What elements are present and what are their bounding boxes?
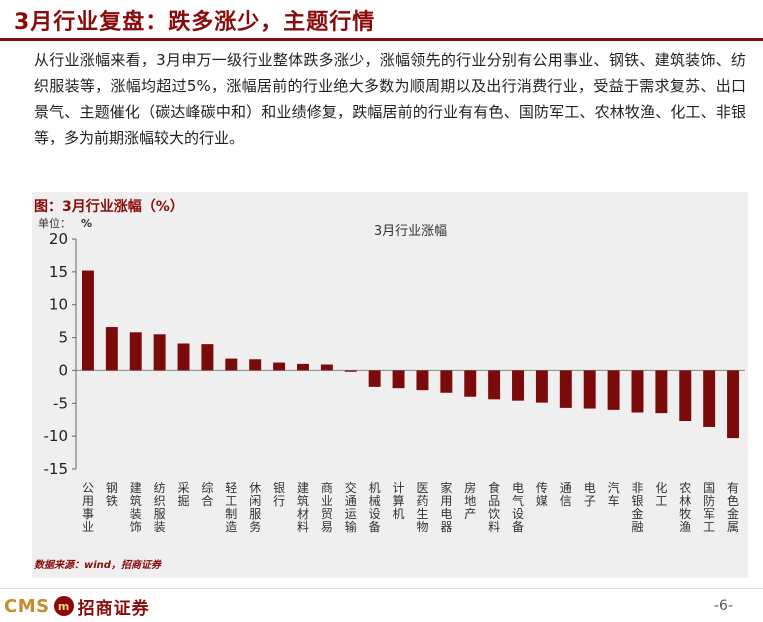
x-category-label: 有色金属 [727, 481, 739, 534]
page-number: -6- [713, 598, 733, 614]
x-category-label: 通信 [560, 481, 572, 508]
y-tick-label: -5 [53, 394, 68, 412]
bar [727, 370, 740, 439]
bar [320, 364, 333, 371]
bar [655, 370, 668, 414]
bar [488, 370, 501, 400]
bar [464, 370, 477, 397]
bar [201, 344, 214, 371]
bar [416, 370, 429, 391]
bar [273, 362, 286, 371]
x-category-label: 钢铁 [106, 481, 118, 508]
figure-caption: 图：3月行业涨幅（%） [34, 199, 184, 215]
x-category-label: 电气设备 [512, 481, 524, 534]
x-category-label: 交通运输 [345, 480, 357, 534]
x-category-label: 公用事业 [82, 481, 94, 534]
bar [512, 370, 524, 401]
chart-panel [32, 192, 748, 578]
y-tick-label: -10 [44, 427, 69, 445]
x-category-label: 化工 [655, 481, 667, 508]
y-tick-label: 10 [49, 296, 68, 314]
bar [177, 343, 190, 371]
x-category-label: 综合 [201, 481, 213, 508]
logo-mark-icon: m [53, 596, 74, 616]
x-category-label: 家用电器 [440, 480, 452, 534]
y-tick-label: 20 [49, 230, 68, 248]
bar [105, 327, 118, 371]
data-source-note: 数据来源：wind，招商证券 [34, 560, 161, 571]
x-category-label: 电子 [584, 481, 596, 508]
x-category-label: 机械设备 [369, 481, 381, 534]
x-category-label: 农林牧渔 [679, 481, 691, 534]
footer-divider [0, 588, 763, 589]
page-title: 3月行业复盘：跌多涨少，主题行情 [14, 10, 376, 35]
bar [225, 358, 238, 371]
logo-cms-text: CMS [4, 595, 50, 617]
bar [440, 370, 453, 393]
x-category-label: 传媒 [536, 480, 548, 508]
x-category-label: 医药生物 [416, 481, 428, 534]
unit-label-text: 单位： [38, 217, 71, 230]
bar [249, 359, 262, 371]
bar [607, 370, 620, 410]
bar [535, 370, 548, 403]
bar [679, 370, 692, 422]
bar [153, 334, 166, 371]
x-category-label: 建筑材料 [297, 481, 309, 534]
x-category-label: 银行 [273, 481, 285, 508]
x-category-label: 纺织服装 [154, 481, 166, 534]
y-tick-label: 15 [49, 263, 68, 281]
x-category-label: 非银金融 [631, 481, 643, 534]
bar [344, 370, 357, 372]
title-divider [0, 38, 763, 41]
bar [81, 270, 94, 371]
x-category-label: 采掘 [178, 481, 190, 508]
chart-title: 3月行业涨幅 [374, 224, 447, 239]
unit-value: % [81, 217, 93, 230]
x-category-label: 食品饮料 [488, 480, 500, 534]
x-category-label: 休闲服务 [249, 481, 261, 534]
x-category-label: 房地产 [464, 480, 476, 521]
x-category-label: 商业贸易 [321, 480, 333, 534]
x-category-label: 国防军工 [703, 481, 715, 534]
x-category-label: 轻工制造 [225, 481, 237, 534]
body-paragraph: 从行业涨幅来看，3月申万一级行业整体跌多涨少，涨幅领先的行业分别有公用事业、钢铁… [34, 51, 746, 147]
x-category-label: 建筑装饰 [130, 481, 142, 534]
x-category-label: 计算机 [393, 481, 405, 521]
bar [631, 370, 644, 413]
y-tick-label: -15 [44, 460, 69, 478]
bar [368, 370, 381, 387]
logo-chinese-text: 招商证券 [77, 598, 150, 619]
y-tick-label: 0 [58, 361, 68, 379]
bar [583, 370, 596, 409]
y-tick-label: 5 [58, 329, 68, 347]
bar [559, 370, 572, 408]
bar [129, 332, 142, 371]
bar [297, 363, 309, 371]
bar [392, 370, 405, 389]
company-logo: CMS m 招商证券 [4, 594, 150, 619]
bar [703, 370, 716, 427]
x-category-label: 汽车 [608, 480, 620, 508]
unit-label: 单位：% [38, 215, 92, 231]
